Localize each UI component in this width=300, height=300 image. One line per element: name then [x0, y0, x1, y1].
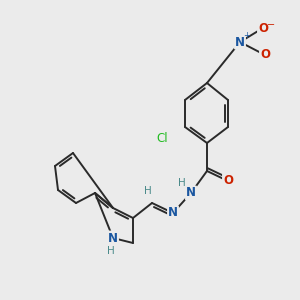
Text: +: +: [244, 31, 250, 40]
Text: O: O: [260, 49, 270, 62]
Text: H: H: [178, 178, 186, 188]
Text: Cl: Cl: [156, 133, 168, 146]
Text: O: O: [258, 22, 268, 34]
Text: H: H: [144, 186, 152, 196]
Text: H: H: [107, 246, 115, 256]
Text: N: N: [186, 187, 196, 200]
Text: N: N: [108, 232, 118, 244]
Text: −: −: [267, 20, 275, 30]
Text: N: N: [168, 206, 178, 220]
Text: N: N: [235, 35, 245, 49]
Text: O: O: [223, 175, 233, 188]
